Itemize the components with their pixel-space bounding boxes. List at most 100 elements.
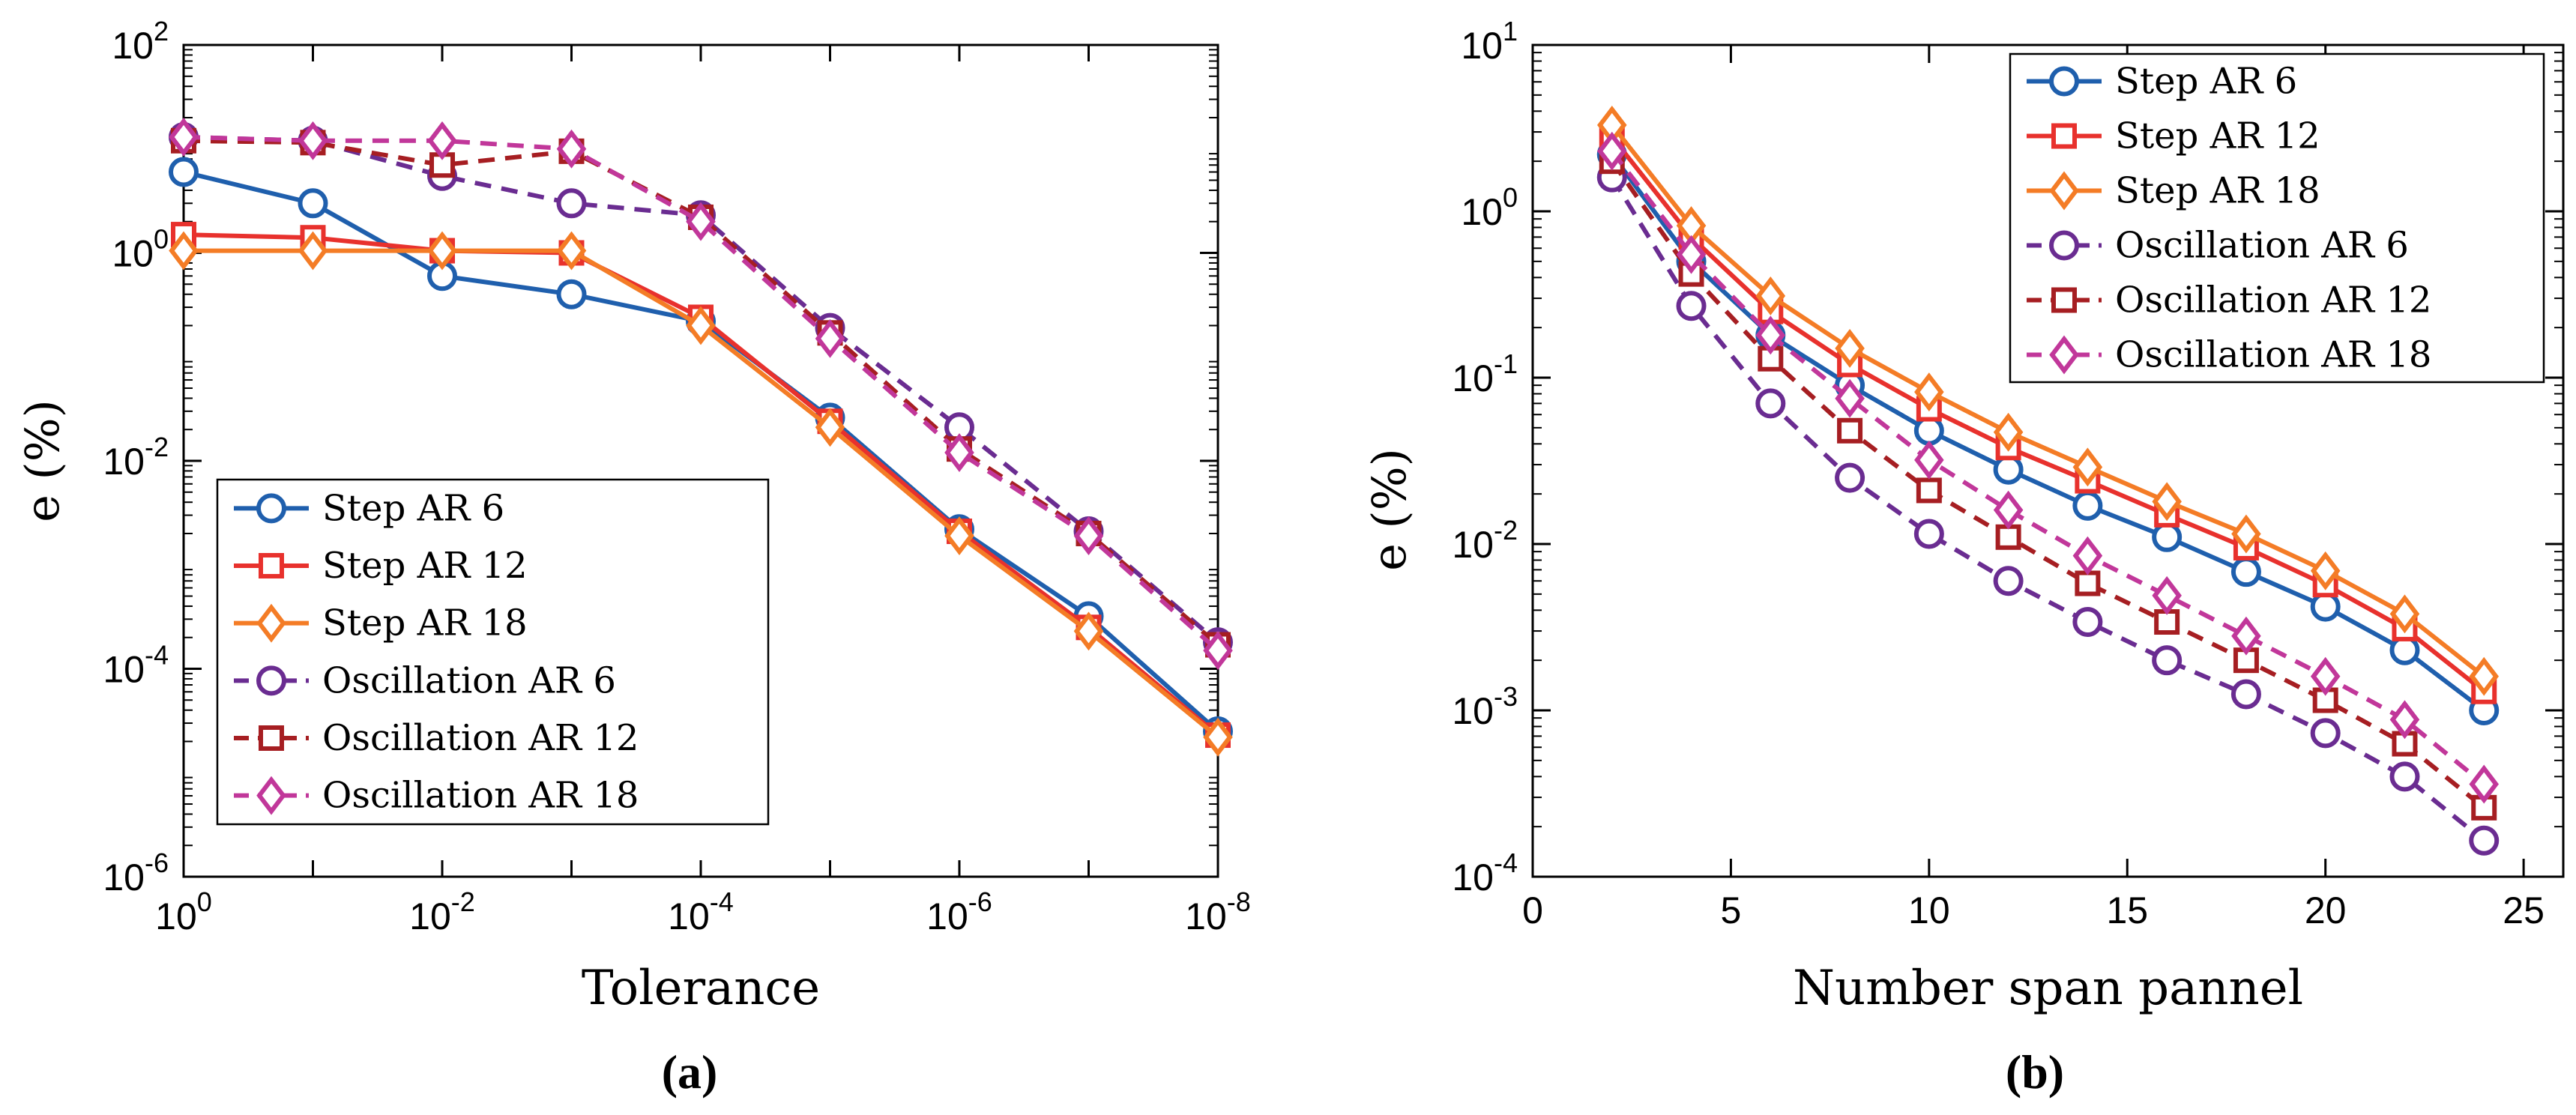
data-point-series-5 (2075, 570, 2101, 596)
y-tick-label: 10-4 (103, 640, 169, 691)
data-point-series-5 (1995, 524, 2021, 550)
legend-marker (256, 603, 286, 643)
data-point-series-6 (298, 121, 328, 160)
y-axis-label: e (%) (15, 399, 70, 522)
data-point-series-1 (2230, 557, 2261, 587)
y-tick-label: 102 (112, 16, 169, 67)
data-point-series-3 (2152, 482, 2182, 522)
data-point-series-6 (2231, 616, 2261, 656)
legend-marker (256, 493, 286, 524)
x-tick-label: 10-6 (926, 886, 992, 937)
series-line-6 (1610, 149, 2486, 786)
data-point-series-3 (1993, 412, 2024, 452)
series-line-6 (183, 134, 1219, 653)
data-point-series-3 (2389, 594, 2420, 634)
legend-marker (2051, 287, 2077, 313)
legend-label: Oscillation AR 18 (2115, 334, 2431, 376)
data-point-series-3 (815, 408, 845, 447)
legend-label: Step AR 12 (322, 545, 528, 587)
y-tick-label: 10-1 (1452, 348, 1518, 399)
panel-caption: (b) (2006, 1045, 2064, 1099)
data-point-series-5 (1916, 477, 1942, 504)
legend-label: Oscillation AR 6 (2115, 225, 2409, 267)
data-point-series-1 (2152, 522, 2183, 552)
x-axis-label: Number span pannel (1793, 961, 2303, 1016)
x-tick-label: 10-4 (668, 886, 734, 937)
data-point-series-6 (1676, 235, 1707, 274)
data-point-series-4 (2072, 607, 2103, 638)
data-point-series-3 (2231, 514, 2261, 554)
legend-label: Step AR 18 (2115, 170, 2320, 212)
data-point-series-3 (556, 231, 587, 271)
data-point-series-1 (169, 157, 199, 187)
data-point-series-6 (1755, 315, 1786, 355)
data-point-series-3 (686, 306, 716, 345)
panel-caption: (a) (662, 1045, 718, 1099)
data-point-series-6 (1203, 631, 1233, 671)
panel-b: 101 100 10-1 10-2 10-3 10-40 5 10 15 20 25 Step AR … (1362, 16, 2565, 1099)
data-point-series-6 (2310, 656, 2341, 696)
legend-box (2009, 52, 2545, 384)
data-point-series-3 (2469, 656, 2500, 696)
data-point-series-6 (815, 318, 845, 358)
data-point-series-6 (2389, 700, 2420, 740)
data-point-series-4 (1676, 291, 1707, 321)
data-point-series-3 (169, 231, 199, 271)
data-point-series-6 (1993, 490, 2024, 530)
x-axis-label: Tolerance (582, 961, 820, 1016)
data-point-series-1 (2072, 490, 2103, 521)
legend-label: Oscillation AR 18 (322, 775, 639, 817)
data-point-series-3 (1755, 276, 1786, 315)
legend-marker (2049, 335, 2079, 375)
legend-marker (2049, 230, 2079, 261)
data-point-series-4 (2310, 718, 2341, 749)
data-point-series-4 (1835, 462, 1865, 493)
data-point-series-4 (2389, 761, 2420, 792)
x-tick-label: 5 (1721, 889, 1742, 931)
y-tick-label: 100 (1461, 182, 1518, 233)
data-point-series-6 (2072, 536, 2103, 575)
data-point-series-6 (2469, 764, 2500, 804)
legend-marker (256, 665, 286, 696)
legend-marker (259, 553, 284, 578)
series-line-3 (1610, 124, 2486, 679)
data-point-series-6 (1596, 131, 1627, 171)
data-point-series-3 (2072, 447, 2103, 487)
data-point-series-6 (2152, 575, 2182, 615)
x-tick-label: 100 (155, 886, 212, 937)
x-tick-label: 10-8 (1185, 886, 1251, 937)
legend-marker (256, 776, 286, 815)
x-tick-label: 15 (2106, 889, 2148, 931)
legend-label: Oscillation AR 6 (322, 659, 616, 701)
y-tick-label: 10-2 (103, 432, 169, 483)
data-point-series-3 (298, 231, 328, 271)
legend-marker (259, 725, 284, 751)
data-point-series-6 (1073, 516, 1104, 556)
data-point-series-4 (1913, 519, 1944, 549)
data-point-series-3 (427, 231, 457, 271)
series-line-2 (1610, 135, 2486, 694)
data-point-series-4 (2469, 825, 2500, 856)
x-tick-label: 0 (1522, 889, 1543, 931)
legend-label: Oscillation AR 12 (2115, 279, 2431, 321)
data-point-series-4 (1993, 566, 2024, 596)
y-tick-label: 10-4 (1452, 847, 1518, 898)
legend-box (216, 478, 770, 826)
data-point-series-1 (2310, 591, 2341, 622)
data-point-series-6 (1835, 378, 1865, 418)
data-point-series-3 (1203, 717, 1233, 757)
data-point-series-1 (556, 279, 587, 309)
x-tick-label: 20 (2305, 889, 2347, 931)
data-point-series-4 (1755, 388, 1786, 419)
x-tick-label: 25 (2503, 889, 2545, 931)
series-line-4 (1610, 176, 2486, 843)
y-axis-label: e (%) (1362, 448, 1417, 571)
data-point-series-3 (2310, 551, 2341, 590)
x-tick-label: 10-2 (409, 886, 475, 937)
legend-label: Step AR 18 (322, 602, 528, 644)
data-point-series-3 (1835, 328, 1865, 368)
y-tick-label: 10-6 (103, 847, 169, 898)
data-point-series-3 (1073, 611, 1104, 651)
legend-label: Oscillation AR 12 (322, 717, 639, 759)
